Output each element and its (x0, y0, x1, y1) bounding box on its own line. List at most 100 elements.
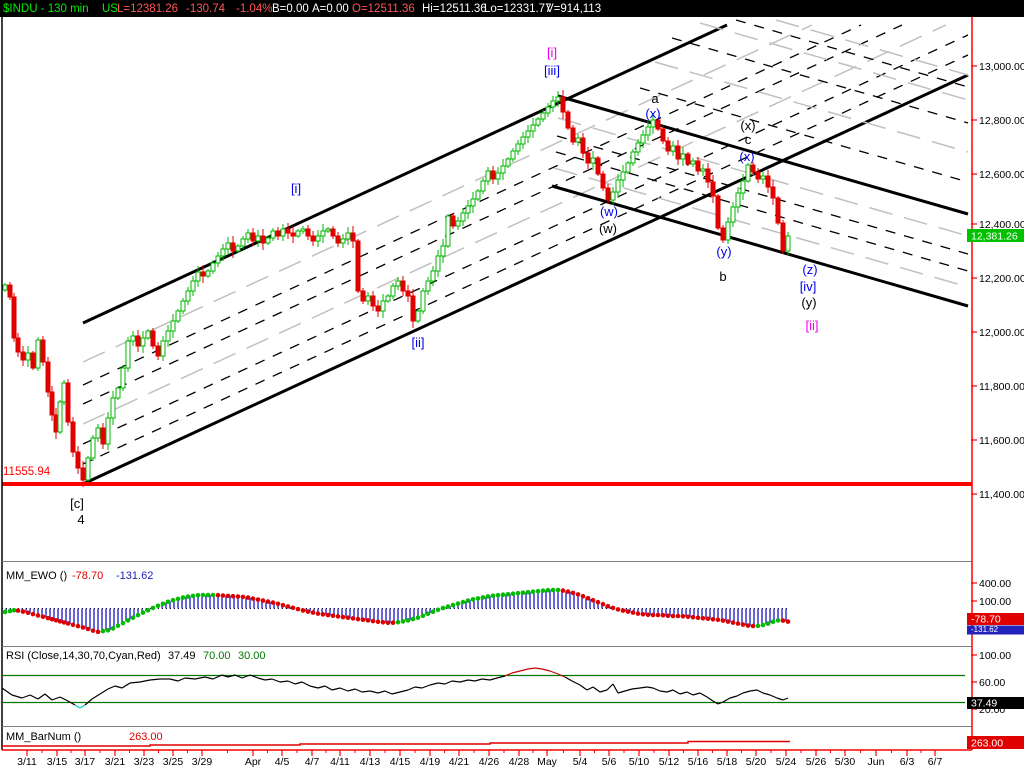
ewo-dot (30, 611, 36, 617)
ewo-dot (185, 594, 191, 599)
wave-label: (z) (802, 262, 817, 277)
rsi-line-segment (742, 690, 751, 694)
ewo-dot (540, 588, 546, 593)
rsi-line-segment (391, 691, 401, 695)
channel-line (82, 24, 862, 386)
rsi-line-segment (769, 694, 778, 699)
ewo-dot (285, 604, 291, 609)
candle-body (575, 137, 581, 143)
axis-label: 12,600.00 (979, 169, 1024, 181)
symbol-interval-label: $INDU - 130 min (3, 3, 89, 15)
ewo-dot (450, 602, 456, 608)
candle-body (45, 361, 51, 393)
ewo-oscillator-panel[interactable] (2, 587, 791, 635)
candle-body (360, 290, 366, 302)
candle-body (180, 300, 186, 312)
axis-label: 60.00 (979, 677, 1005, 689)
rsi-line-segment (631, 687, 641, 690)
candle-body (100, 427, 106, 445)
candle-body (765, 175, 771, 188)
rsi-name-label: RSI (Close,14,30,70,Cyan,Red) (6, 650, 161, 662)
channel-line (82, 34, 969, 445)
candle-body (725, 221, 731, 241)
barnum-panel[interactable] (2, 740, 790, 747)
elliott-wave-labels: [i][iii]a(x)(x)c(x)[i](w)(w)[ii](y)b (z)[… (70, 45, 818, 527)
candle-body (665, 140, 671, 152)
candle-body (735, 192, 741, 208)
ewo-dot (250, 596, 256, 601)
change-value: -130.74 (186, 3, 226, 15)
candle-body (225, 242, 231, 250)
ewo-dot (7, 608, 13, 614)
rsi-line-segment (67, 700, 76, 706)
rsi-line-segment (652, 687, 661, 692)
ewo-dot (325, 612, 331, 618)
ewo-dot (120, 620, 126, 626)
date-label: 5/26 (806, 756, 827, 768)
rsi-line-segment (699, 692, 708, 698)
rsi-panel[interactable] (1, 667, 965, 709)
candle-body (2, 284, 8, 291)
candle-body (295, 230, 301, 237)
candle-body (135, 335, 141, 347)
candle-body (355, 240, 361, 292)
ewo-dot (575, 592, 581, 597)
ewo-dot (465, 598, 471, 603)
ewo-dot (330, 613, 336, 619)
candle-body (280, 228, 286, 237)
ewo-dot (660, 613, 666, 618)
ewo-dot (25, 610, 31, 616)
rsi-line-segment (679, 691, 688, 695)
rsi-line-segment (606, 683, 614, 691)
candle-body (750, 164, 756, 173)
candle-body (190, 280, 196, 292)
quote-bar (0, 0, 1024, 17)
ewo-dot (670, 613, 676, 619)
candle-body (660, 128, 666, 142)
last-value: L=12381.26 (117, 3, 178, 15)
rsi-line-segment (612, 683, 619, 694)
date-label: May (537, 756, 558, 768)
wave-label: [ii] (412, 335, 425, 350)
barnum-title: MM_BarNum () 263.00 (6, 731, 163, 743)
rsi-line-segment (279, 680, 289, 683)
ewo-dot (535, 588, 541, 594)
rsi-line-segment (617, 690, 626, 694)
candle-body (615, 179, 621, 193)
candle-body (195, 271, 201, 282)
rsi-line-segment (184, 677, 196, 680)
rsi-line-segment (686, 691, 694, 696)
rsi-line-segment (309, 685, 319, 689)
ewo-dot (475, 596, 481, 601)
ewo-value2-label: -131.62 (116, 570, 153, 582)
ewo-dot (650, 612, 656, 618)
rsi-line-segment (756, 689, 764, 694)
wave-label: c (745, 132, 752, 147)
candlestick-series[interactable] (2, 90, 791, 487)
ewo-dot (620, 608, 626, 613)
ewo-dot (200, 592, 206, 598)
date-label: 4/5 (275, 756, 290, 768)
rsi-line-segment (399, 689, 409, 693)
ewo-dot (640, 612, 646, 617)
axis-label: 400.00 (979, 578, 1011, 590)
candle-body (540, 112, 546, 120)
rsi-line-segment (369, 690, 379, 694)
rsi-line-segment (736, 692, 744, 697)
wave-label: 4 (77, 512, 84, 527)
axis-badge (967, 697, 1024, 709)
candle-body (705, 168, 711, 183)
candle-body (155, 345, 161, 357)
ewo-dot (630, 610, 636, 615)
candle-body (475, 190, 481, 200)
rsi-line-segment (599, 689, 608, 693)
date-label: 4/13 (360, 756, 381, 768)
ewo-dot (205, 592, 211, 598)
ewo-dot (190, 593, 196, 599)
ewo-dot (235, 594, 241, 599)
candle-body (165, 330, 171, 342)
candle-body (785, 235, 791, 252)
rsi-line-segment (706, 696, 714, 702)
